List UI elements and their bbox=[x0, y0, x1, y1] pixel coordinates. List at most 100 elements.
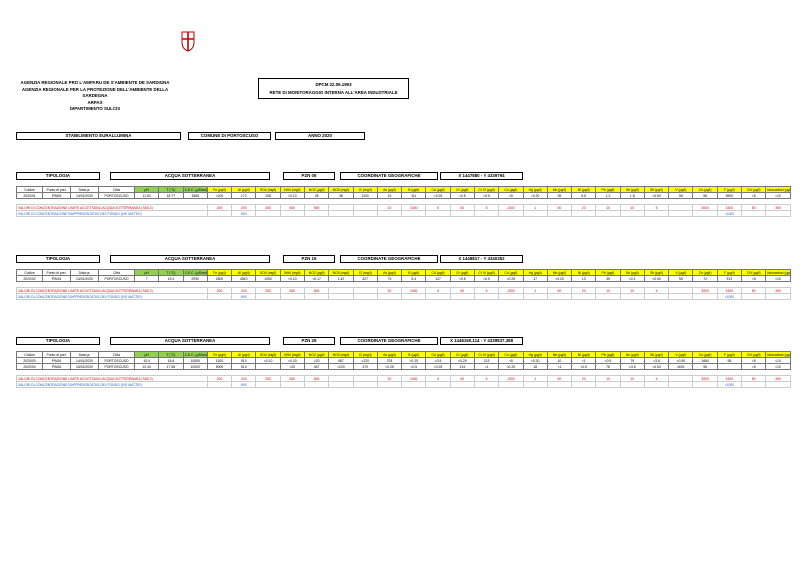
section-field: COORDINATE GEOGRAFICHE bbox=[340, 337, 438, 345]
fondo-row: VALORI DI CONCENTRAZIONE RAPPRESENTATIVI… bbox=[16, 293, 791, 300]
fondo-row: VALORI DI CONCENTRAZIONE RAPPRESENTATIVI… bbox=[16, 381, 791, 388]
cell bbox=[279, 381, 305, 388]
info-box: ANNO 2020 bbox=[275, 132, 365, 140]
cell bbox=[376, 210, 403, 217]
cell bbox=[401, 293, 427, 300]
section-field: TIPOLOGIA bbox=[16, 172, 100, 180]
cell bbox=[546, 293, 573, 300]
cell bbox=[668, 293, 694, 300]
cell bbox=[255, 381, 281, 388]
data-row: 2020/03 PIN26 14/01/2020 PORTOSCUSO 10.4 18.6… bbox=[16, 357, 791, 364]
cell bbox=[401, 381, 427, 388]
cell bbox=[449, 210, 475, 217]
cell: 690 bbox=[231, 293, 257, 300]
cell bbox=[449, 381, 475, 388]
section-field: PZN 16 bbox=[283, 255, 335, 263]
cell bbox=[206, 210, 233, 217]
cell bbox=[376, 293, 403, 300]
cell bbox=[546, 381, 573, 388]
section-field: TIPOLOGIA bbox=[16, 255, 100, 263]
cell bbox=[473, 210, 500, 217]
cell bbox=[473, 293, 500, 300]
cell bbox=[425, 293, 451, 300]
cell bbox=[352, 381, 378, 388]
data-row: 2020/01 PIN06 14/01/2020 PORTOSCUSO 11.53 18.… bbox=[16, 192, 791, 199]
cell bbox=[352, 210, 378, 217]
data-table: Codice Punto di prel. Data pr. Città pH T (°C… bbox=[16, 186, 791, 217]
title: DPCM 22.06.1993 bbox=[315, 82, 352, 87]
cell bbox=[425, 210, 451, 217]
cell bbox=[449, 293, 475, 300]
cell: <1000 bbox=[716, 381, 743, 388]
agency-block: AGENZIA REGIONALE PRO L'AMPARU DE S'AMBI… bbox=[10, 80, 180, 113]
agency-line: DIPARTIMENTO SULCIS bbox=[69, 106, 121, 111]
section-field: X 1448190,114 - Y 4339837,388 bbox=[440, 337, 523, 345]
cell bbox=[522, 210, 548, 217]
cell bbox=[643, 293, 670, 300]
cell bbox=[643, 210, 670, 217]
cell: 690 bbox=[231, 381, 257, 388]
cell bbox=[522, 293, 548, 300]
row-label: VALORI DI CONCENTRAZIONE RAPPRESENTATIVI… bbox=[16, 381, 208, 388]
section-field: PZN 26 bbox=[283, 337, 335, 345]
cell bbox=[619, 210, 645, 217]
cell bbox=[279, 293, 305, 300]
section-field: ACQUA SOTTERRANEA bbox=[110, 337, 270, 345]
cell bbox=[692, 381, 718, 388]
cell bbox=[765, 381, 791, 388]
cell bbox=[328, 293, 354, 300]
cell: <10 bbox=[765, 363, 791, 370]
cell bbox=[376, 381, 403, 388]
cell bbox=[328, 210, 354, 217]
cell bbox=[571, 210, 597, 217]
cell: <10 bbox=[765, 275, 791, 282]
cell bbox=[255, 210, 281, 217]
logo bbox=[181, 31, 195, 52]
section-field: ACQUA SOTTERRANEA bbox=[110, 255, 270, 263]
cell bbox=[279, 210, 305, 217]
cell bbox=[741, 381, 767, 388]
cell bbox=[741, 210, 767, 217]
cell bbox=[619, 381, 645, 388]
cell bbox=[571, 381, 597, 388]
cell bbox=[206, 381, 233, 388]
cell bbox=[255, 293, 281, 300]
cell bbox=[352, 293, 378, 300]
cell bbox=[498, 210, 524, 217]
section-field: PZN 06 bbox=[283, 172, 335, 180]
cell bbox=[668, 381, 694, 388]
section-field: X 1447880 - Y 4339794 bbox=[440, 172, 523, 180]
cell bbox=[595, 381, 621, 388]
section-field: COORDINATE GEOGRAFICHE bbox=[340, 255, 438, 263]
title-box: DPCM 22.06.1993 RETE DI MONITORAGGIO INT… bbox=[258, 78, 409, 99]
data-table: Codice Punto di prel. Data pr. Città pH T (°C… bbox=[16, 351, 791, 388]
cell bbox=[328, 381, 354, 388]
header-row: Codice Punto di prel. Data pr. Città pH T (°C… bbox=[16, 351, 791, 358]
cell bbox=[692, 293, 718, 300]
agency-line: AGENZIA REGIONALE PER LA PROTEZIONE DELL… bbox=[21, 86, 169, 99]
row-label: VALORI DI CONCENTRAZIONE RAPPRESENTATIVI… bbox=[16, 210, 208, 217]
cell bbox=[303, 293, 330, 300]
cell: <1000 bbox=[716, 210, 743, 217]
data-row: 2020/02 PIN16 14/01/2020 PORTOSCUSO 7 19.4 299… bbox=[16, 275, 791, 282]
subtitle: RETE DI MONITORAGGIO INTERNA ALL'AREA IN… bbox=[269, 90, 398, 95]
cell: <10 bbox=[765, 192, 791, 199]
cell bbox=[401, 210, 427, 217]
cell bbox=[741, 293, 767, 300]
cell: <1000 bbox=[716, 293, 743, 300]
cell bbox=[303, 210, 330, 217]
fondo-row: VALORI DI CONCENTRAZIONE RAPPRESENTATIVI… bbox=[16, 210, 791, 217]
cell bbox=[522, 381, 548, 388]
cell bbox=[692, 210, 718, 217]
cell bbox=[498, 381, 524, 388]
cell bbox=[206, 293, 233, 300]
cell bbox=[303, 381, 330, 388]
agency-line: ARPAS bbox=[87, 99, 103, 105]
cell bbox=[595, 210, 621, 217]
cell bbox=[425, 381, 451, 388]
cell bbox=[473, 381, 500, 388]
cell bbox=[498, 293, 524, 300]
cell bbox=[668, 210, 694, 217]
data-row: 2020/04 PIN26 15/01/2020 PORTOSCUSO 10.43 17.… bbox=[16, 363, 791, 370]
data-table: Codice Punto di prel. Data pr. Città pH T (°C… bbox=[16, 269, 791, 300]
